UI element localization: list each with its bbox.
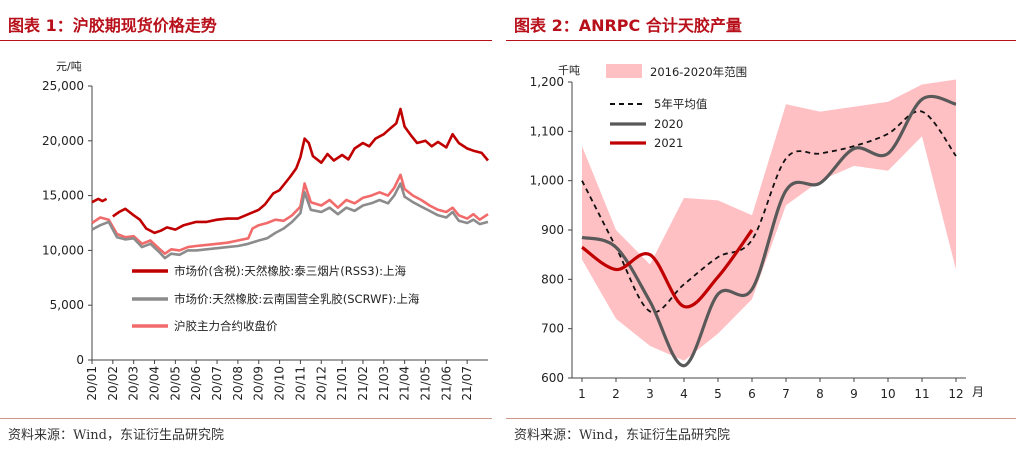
left-legend-label: 市场价(含税):天然橡胶:泰三烟片(RSS3):上海 bbox=[174, 264, 406, 278]
right-y-tick-label: 800 bbox=[541, 272, 564, 286]
left-x-tick-label: 21/04 bbox=[398, 366, 412, 401]
right-y-unit: 千吨 bbox=[558, 64, 580, 77]
right-series-line bbox=[581, 229, 754, 309]
right-x-tick-label: 1 bbox=[578, 387, 586, 401]
left-x-tick-label: 20/10 bbox=[273, 366, 287, 401]
left-legend-label: 沪胶主力合约收盘价 bbox=[174, 319, 278, 333]
left-x-tick-label: 20/09 bbox=[252, 366, 266, 401]
left-x-tick-label: 20/08 bbox=[231, 366, 245, 401]
left-series-line bbox=[91, 182, 489, 260]
right-x-tick-label: 2 bbox=[612, 387, 620, 401]
right-source-note: 资料来源：Wind，东证衍生品研究院 bbox=[514, 428, 730, 443]
right-x-tick-label: 10 bbox=[880, 387, 895, 401]
left-x-tick-label: 20/02 bbox=[106, 366, 120, 401]
left-chart-panel: 图表 1：沪胶期现货价格走势 元/吨 0 5,000 10,000 15,000 20,0… bbox=[0, 0, 500, 469]
left-x-tick-label: 20/05 bbox=[168, 366, 182, 401]
right-chart-panel: 图表 2：ANRPC 合计天胶产量 千吨 600 700 800 900 1,000 1,1… bbox=[506, 0, 1024, 469]
right-source-rule bbox=[506, 418, 1016, 419]
left-y-tick-label: 15,000 bbox=[42, 189, 84, 203]
right-x-tick-label: 8 bbox=[816, 387, 824, 401]
right-series-line bbox=[581, 94, 957, 368]
right-x-tick-label: 7 bbox=[782, 387, 790, 401]
left-x-tick-label: 21/07 bbox=[460, 366, 474, 401]
left-series-line bbox=[91, 197, 108, 204]
left-y-unit: 元/吨 bbox=[56, 60, 82, 73]
left-chart-title: 图表 1：沪胶期现货价格走势 bbox=[8, 16, 217, 35]
right-y-tick-label: 600 bbox=[541, 371, 564, 385]
right-y-tick-label: 900 bbox=[541, 223, 564, 237]
right-chart-title: 图表 2：ANRPC 合计天胶产量 bbox=[514, 16, 742, 35]
right-x-tick-label: 3 bbox=[646, 387, 654, 401]
right-range-area bbox=[582, 79, 956, 361]
right-series-line bbox=[581, 110, 957, 314]
left-x-tick-label: 21/02 bbox=[356, 366, 370, 401]
left-x-tick-label: 21/05 bbox=[418, 366, 432, 401]
right-y-tick-label: 700 bbox=[541, 322, 564, 336]
left-x-tick-label: 20/07 bbox=[210, 366, 224, 401]
left-x-tick-label: 20/06 bbox=[189, 366, 203, 401]
left-x-tick-label: 20/04 bbox=[148, 366, 162, 401]
right-x-tick-label: 4 bbox=[680, 387, 688, 401]
left-y-tick-label: 25,000 bbox=[42, 79, 84, 93]
left-x-tick-label: 20/11 bbox=[293, 366, 307, 401]
left-y-tick-label: 0 bbox=[76, 353, 84, 367]
right-legend-label: 5年平均值 bbox=[654, 97, 708, 111]
right-x-tick-label: 6 bbox=[748, 387, 756, 401]
right-x-unit-label: 月 bbox=[972, 385, 984, 399]
right-x-tick-label: 9 bbox=[850, 387, 858, 401]
right-x-tick-label: 11 bbox=[914, 387, 929, 401]
right-legend-label: 2020 bbox=[654, 117, 683, 131]
left-y-tick-label: 5,000 bbox=[50, 298, 84, 312]
right-legend-label: 2021 bbox=[654, 136, 683, 150]
left-y-tick-label: 10,000 bbox=[42, 243, 84, 257]
left-x-tick-label: 21/03 bbox=[377, 366, 391, 401]
right-x-tick-label: 5 bbox=[714, 387, 722, 401]
left-x-tick-label: 21/01 bbox=[335, 366, 349, 401]
left-source-rule bbox=[0, 418, 492, 419]
left-x-tick-label: 20/01 bbox=[85, 366, 99, 401]
left-x-tick-label: 20/03 bbox=[127, 366, 141, 401]
left-title-rule bbox=[0, 40, 492, 41]
left-series-line bbox=[112, 107, 490, 235]
right-title-rule bbox=[506, 40, 1016, 41]
right-y-tick-label: 1,100 bbox=[530, 124, 564, 138]
left-source-note: 资料来源：Wind，东证衍生品研究院 bbox=[8, 428, 224, 443]
left-chart-svg: 元/吨 0 5,000 10,000 15,000 20,000 25,000 20/01 20… bbox=[42, 60, 490, 401]
left-legend-label: 市场价:天然橡胶:云南国营全乳胶(SCRWF):上海 bbox=[174, 292, 420, 306]
right-legend-range-swatch bbox=[606, 64, 642, 78]
right-y-tick-label: 1,200 bbox=[530, 75, 564, 89]
right-x-tick-label: 12 bbox=[948, 387, 963, 401]
left-series-line bbox=[91, 173, 489, 255]
left-y-tick-label: 20,000 bbox=[42, 134, 84, 148]
right-y-tick-label: 1,000 bbox=[530, 174, 564, 188]
right-legend-label: 2016-2020年范围 bbox=[650, 65, 747, 79]
left-x-tick-label: 21/06 bbox=[439, 366, 453, 401]
left-x-tick-label: 20/12 bbox=[314, 366, 328, 401]
